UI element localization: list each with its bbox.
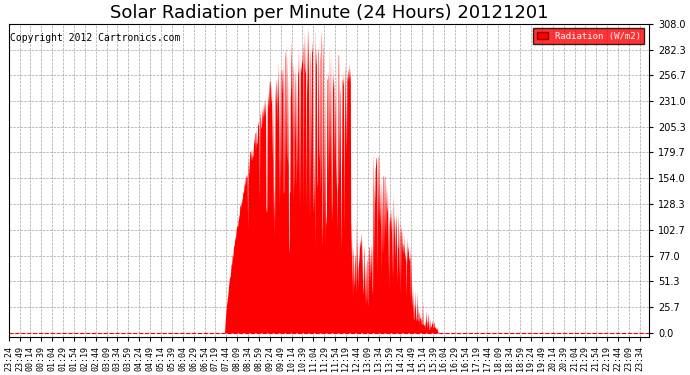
- Title: Solar Radiation per Minute (24 Hours) 20121201: Solar Radiation per Minute (24 Hours) 20…: [110, 4, 548, 22]
- Legend: Radiation (W/m2): Radiation (W/m2): [533, 28, 644, 45]
- Text: Copyright 2012 Cartronics.com: Copyright 2012 Cartronics.com: [10, 33, 180, 43]
